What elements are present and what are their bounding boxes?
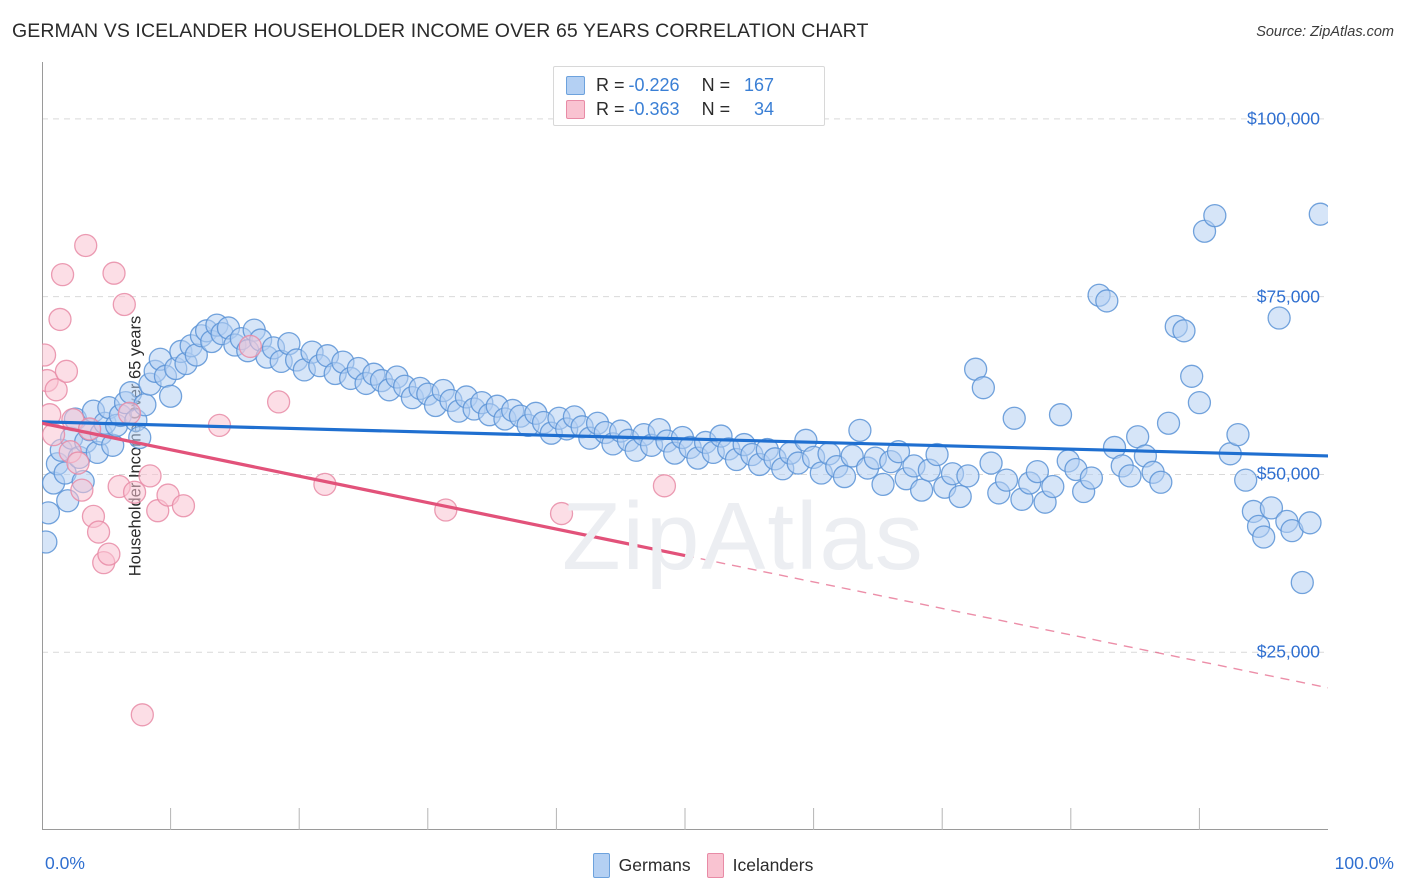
- data-point: [34, 530, 58, 554]
- data-point: [50, 262, 75, 287]
- data-point: [1048, 403, 1073, 427]
- data-point: [971, 376, 995, 400]
- data-point: [1226, 422, 1250, 447]
- legend-item-germans[interactable]: Germans: [592, 853, 691, 878]
- data-point: [77, 417, 102, 441]
- data-point: [925, 442, 949, 467]
- y-tick-label: $25,000: [1256, 641, 1320, 662]
- data-point: [70, 478, 94, 502]
- data-point: [97, 542, 121, 566]
- data-point: [32, 343, 57, 367]
- data-point: [158, 384, 183, 408]
- data-point: [1156, 411, 1181, 435]
- data-point: [102, 261, 126, 285]
- data-point: [1095, 289, 1119, 313]
- data-point: [130, 703, 154, 727]
- icelanders-legend-label: Icelanders: [732, 855, 814, 875]
- data-point: [44, 378, 68, 402]
- germans-swatch-icon: [566, 75, 585, 95]
- y-tick-label: $50,000: [1256, 463, 1320, 484]
- trend-line-icelanders: [40, 421, 687, 558]
- icelanders-r-label: R =: [596, 98, 625, 119]
- icelanders-n-value: 34: [754, 98, 775, 119]
- germans-legend-swatch-icon: [592, 853, 610, 878]
- data-point: [1187, 390, 1212, 415]
- series-germans: [34, 202, 1332, 595]
- x-axis-min-label: 0.0%: [45, 853, 85, 873]
- series-icelanders: [32, 233, 677, 727]
- icelanders-n-label: N =: [701, 98, 731, 119]
- data-point: [1172, 319, 1196, 343]
- data-point: [549, 501, 574, 526]
- data-point: [54, 359, 79, 383]
- data-point: [66, 451, 90, 475]
- data-point: [1041, 474, 1065, 499]
- data-point: [1290, 570, 1314, 595]
- correlation-legend: R = -0.226 N = 167 R = -0.363 N = 34: [553, 66, 825, 126]
- data-point: [1079, 466, 1104, 490]
- data-point: [956, 464, 980, 488]
- legend-item-icelanders[interactable]: Icelanders: [706, 853, 814, 878]
- data-point: [840, 444, 864, 468]
- data-point: [1234, 468, 1258, 492]
- trend-line-germans: [40, 420, 1330, 458]
- data-point: [948, 484, 972, 509]
- data-point: [36, 501, 61, 525]
- data-point: [832, 464, 857, 489]
- data-point: [138, 464, 162, 488]
- scatter-svg: [32, 62, 1332, 830]
- germans-legend-label: Germans: [618, 855, 691, 875]
- page-title: GERMAN VS ICELANDER HOUSEHOLDER INCOME O…: [12, 20, 869, 42]
- data-point: [1259, 496, 1284, 520]
- plot-area: ZipAtlas $100,000 $75,000 $50,000 $25,000: [32, 62, 1332, 830]
- data-point: [171, 494, 196, 518]
- legend-row-germans: R = -0.226 N = 167: [566, 73, 814, 97]
- data-point: [238, 334, 262, 359]
- source-attribution: Source: ZipAtlas.com: [1256, 24, 1394, 40]
- series-legend: Germans Icelanders: [0, 853, 1406, 878]
- data-point: [434, 498, 458, 522]
- data-point: [48, 307, 72, 332]
- icelanders-r-value: -0.363: [628, 98, 680, 119]
- data-point: [1267, 306, 1291, 330]
- data-point: [994, 468, 1019, 492]
- data-point: [848, 418, 872, 443]
- data-point: [1298, 511, 1322, 535]
- data-point: [1002, 406, 1026, 430]
- data-point: [266, 390, 291, 414]
- data-point: [979, 451, 1003, 475]
- data-point: [86, 520, 111, 544]
- data-point: [871, 472, 895, 497]
- data-point: [1025, 459, 1050, 484]
- data-point: [1118, 464, 1142, 488]
- data-point: [1149, 470, 1173, 494]
- data-point: [909, 478, 934, 502]
- germans-r-label: R =: [596, 74, 625, 95]
- germans-r-value: -0.226: [628, 74, 680, 95]
- data-point: [74, 233, 98, 258]
- data-point: [1252, 525, 1276, 549]
- germans-n-value: 167: [744, 74, 775, 95]
- data-point: [652, 474, 677, 498]
- trend-line-icelanders-extension: [684, 554, 1329, 689]
- y-tick-label: $75,000: [1256, 286, 1320, 307]
- data-point: [1203, 203, 1227, 228]
- x-axis-max-label: 100.0%: [1334, 853, 1394, 873]
- data-point: [112, 292, 136, 317]
- data-point: [122, 480, 147, 504]
- y-tick-label: $100,000: [1247, 108, 1320, 129]
- germans-n-label: N =: [701, 74, 731, 95]
- data-point: [1308, 202, 1332, 226]
- data-point: [117, 401, 142, 425]
- data-point: [1180, 364, 1204, 388]
- icelanders-swatch-icon: [566, 99, 585, 119]
- legend-row-icelanders: R = -0.363 N = 34: [566, 97, 814, 121]
- icelanders-legend-swatch-icon: [706, 853, 724, 878]
